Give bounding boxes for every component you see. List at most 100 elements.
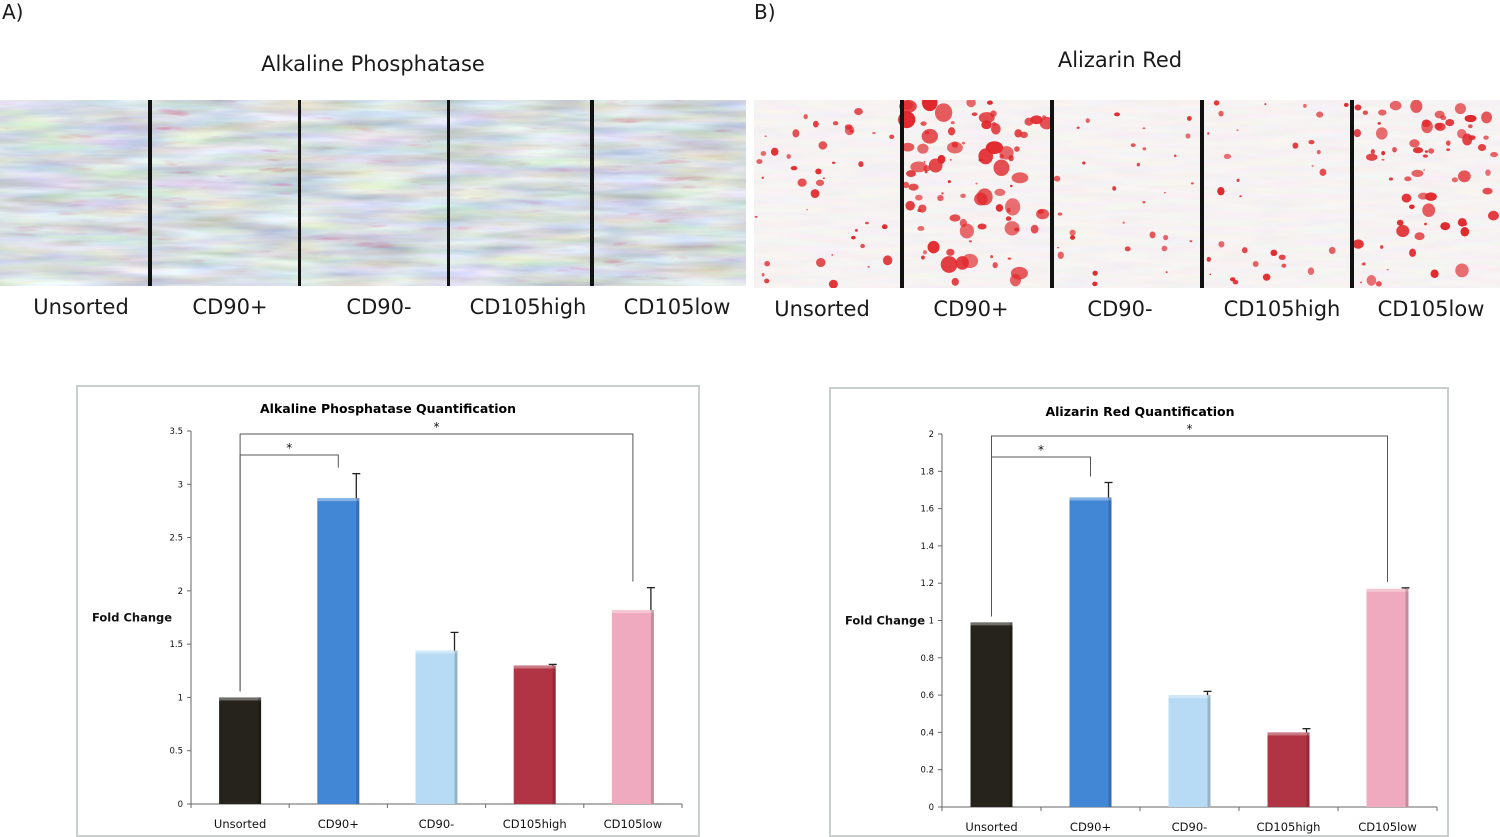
stain-deposit (1092, 281, 1098, 287)
stain-deposit (902, 181, 910, 189)
stain-deposit (756, 159, 763, 165)
alp-y-tick-label: 2.5 (169, 534, 183, 544)
alizarin-bar-unsorted (970, 622, 1013, 807)
stain-deposit (1423, 169, 1425, 171)
alizarin-divider (900, 100, 904, 288)
stain-deposit (1165, 271, 1168, 274)
stain-deposit (1396, 224, 1410, 238)
stain-deposit (1363, 262, 1366, 266)
stain-deposit (910, 161, 928, 173)
stain-deposit (977, 223, 987, 230)
alp-sample-label: CD90- (346, 295, 412, 319)
stain-deposit (950, 121, 955, 125)
stain-deposit (941, 192, 944, 195)
stain-deposit (920, 121, 927, 126)
stain-deposit (790, 165, 798, 171)
stain-deposit (1190, 182, 1194, 185)
alizarin-y-tick-label: 1.6 (920, 505, 934, 515)
stain-deposit (831, 161, 836, 164)
stain-deposit (1401, 193, 1412, 203)
stain-deposit (1434, 122, 1443, 130)
stain-deposit (1307, 267, 1315, 276)
alp-bar-shade (356, 498, 360, 804)
alp-bar-unsorted (219, 697, 262, 804)
stain-deposit (832, 121, 839, 126)
stain-deposit (1262, 273, 1271, 281)
stain-deposit (760, 150, 767, 156)
stain-deposit (917, 143, 929, 154)
stain-deposit (921, 128, 938, 144)
alp-y-tick-label: 0.5 (169, 747, 183, 757)
stain-deposit (927, 240, 940, 254)
stain-deposit (981, 120, 992, 130)
stain-deposit (921, 100, 938, 112)
stain-deposit (1236, 129, 1239, 132)
stain-deposit (975, 182, 978, 185)
stain-deposit (1206, 256, 1211, 262)
stain-deposit (1490, 151, 1499, 158)
stain-deposit (959, 223, 974, 239)
alp-bar-shade (552, 665, 556, 804)
stain-deposit (1375, 127, 1388, 140)
alp-section-title: Alkaline Phosphatase (261, 52, 485, 76)
stain-deposit (1278, 254, 1286, 260)
alp-divider (148, 100, 152, 286)
stain-deposit (1163, 234, 1169, 241)
alp-sample-label: CD90+ (192, 295, 268, 319)
stain-deposit (1241, 247, 1248, 254)
alp-chart-title: Alkaline Phosphatase Quantification (260, 401, 516, 416)
alp-image-unsorted (0, 100, 148, 286)
stain-deposit (1412, 147, 1424, 154)
alp-image-cd90-pos (152, 100, 298, 286)
stain-deposit (854, 228, 858, 232)
stain-deposit (986, 100, 993, 105)
alizarin-bar-cd105low (1366, 588, 1409, 807)
stain-deposit (1163, 192, 1166, 194)
stain-deposit (1005, 216, 1012, 221)
stain-deposit (889, 134, 895, 139)
alp-bar-cd90-neg (415, 650, 458, 804)
stain-deposit (867, 265, 870, 268)
alizarin-significance-star: * (1038, 443, 1044, 457)
stain-deposit (1409, 139, 1420, 148)
stain-deposit (1010, 273, 1021, 287)
stain-deposit (1483, 135, 1489, 140)
stain-deposit (999, 154, 1004, 159)
alizarin-sample-label: Unsorted (774, 297, 870, 321)
alizarin-category-label: CD90- (1172, 820, 1208, 834)
stain-deposit (854, 107, 863, 116)
stain-deposit (872, 131, 876, 135)
alizarin-image-cd90-neg (1054, 100, 1200, 288)
stain-deposit (959, 218, 967, 228)
alp-y-tick-label: 1 (178, 693, 183, 703)
stain-deposit (1217, 186, 1225, 196)
stain-deposit (1430, 269, 1439, 279)
stain-deposit (1076, 126, 1080, 129)
stain-deposit (1319, 168, 1327, 177)
stain-deposit (754, 215, 758, 218)
alizarin-bar-highlight (1168, 695, 1211, 699)
alp-image-cd105high (450, 100, 590, 286)
alp-image-cd90-neg (301, 100, 447, 286)
alizarin-y-tick-label: 0.6 (920, 691, 934, 701)
stain-deposit (1409, 204, 1415, 210)
stain-deposit (1130, 143, 1136, 148)
stain-deposit (951, 277, 959, 286)
alizarin-y-tick-label: 0.2 (920, 766, 934, 776)
stain-deposit (786, 154, 791, 159)
stain-deposit (947, 180, 951, 184)
stain-deposit (1455, 263, 1469, 278)
alp-bar-highlight (317, 498, 360, 502)
alp-image-cd105low (594, 100, 746, 286)
stain-deposit (961, 141, 966, 145)
alizarin-y-tick-label: 0.8 (920, 654, 934, 664)
stain-deposit (1218, 241, 1225, 248)
stain-deposit (1004, 221, 1020, 236)
stain-deposit (1186, 116, 1192, 121)
stain-deposit (828, 279, 838, 288)
stain-deposit (976, 188, 993, 206)
stain-deposit (1477, 143, 1487, 152)
stain-deposit (1236, 178, 1240, 182)
alizarin-sample-label: CD105low (1377, 297, 1485, 321)
stain-deposit (955, 256, 969, 270)
